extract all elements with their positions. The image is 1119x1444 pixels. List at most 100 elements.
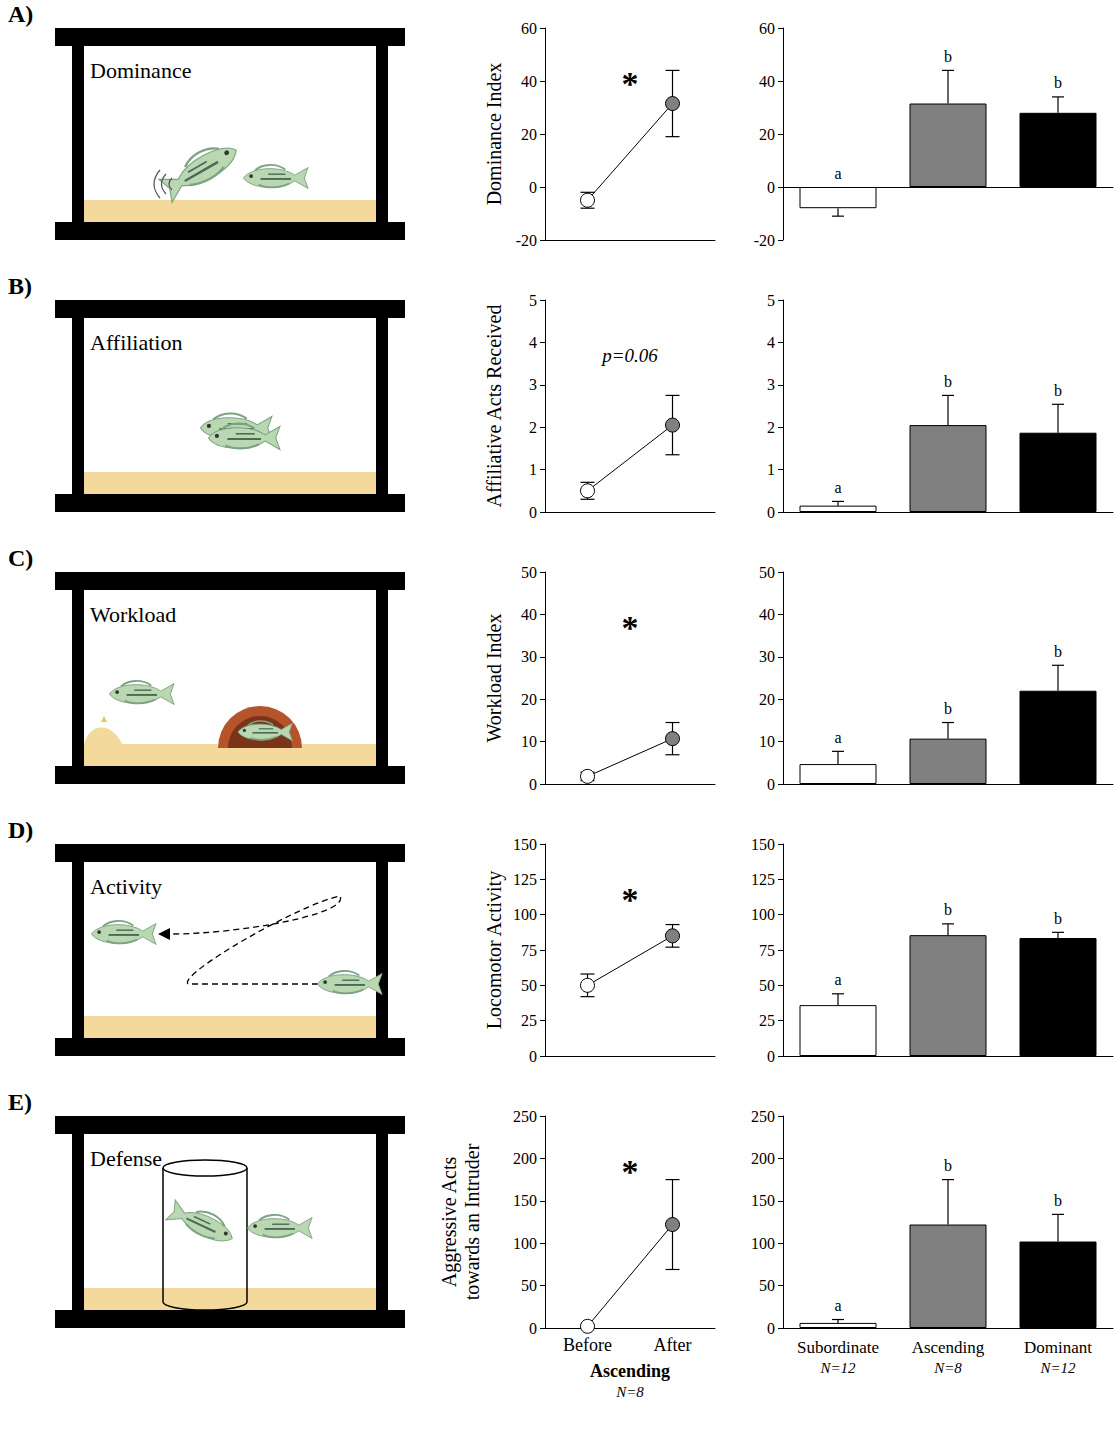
svg-text:40: 40 <box>521 73 537 90</box>
svg-text:b: b <box>1054 74 1062 91</box>
svg-text:100: 100 <box>751 906 775 923</box>
svg-text:Before: Before <box>563 1335 612 1355</box>
svg-text:50: 50 <box>521 1277 537 1294</box>
svg-text:Dominant: Dominant <box>1024 1338 1092 1357</box>
svg-text:20: 20 <box>521 691 537 708</box>
svg-text:*: * <box>622 1153 639 1190</box>
svg-text:125: 125 <box>513 871 537 888</box>
svg-text:-20: -20 <box>516 232 537 249</box>
svg-text:20: 20 <box>759 126 775 143</box>
svg-text:2: 2 <box>529 419 537 436</box>
svg-text:towards an Intruder: towards an Intruder <box>461 1143 483 1300</box>
svg-text:b: b <box>944 48 952 65</box>
svg-text:b: b <box>1054 643 1062 660</box>
svg-text:0: 0 <box>767 179 775 196</box>
svg-text:4: 4 <box>529 334 537 351</box>
svg-text:10: 10 <box>521 733 537 750</box>
svg-text:b: b <box>1054 1192 1062 1209</box>
svg-text:2: 2 <box>767 419 775 436</box>
svg-text:0: 0 <box>767 776 775 793</box>
svg-text:-20: -20 <box>754 232 775 249</box>
svg-text:40: 40 <box>759 73 775 90</box>
svg-text:N=8: N=8 <box>933 1360 962 1376</box>
svg-text:a: a <box>834 729 841 746</box>
svg-text:3: 3 <box>529 376 537 393</box>
svg-text:5: 5 <box>767 292 775 309</box>
svg-text:Activity: Activity <box>90 874 162 899</box>
svg-text:A): A) <box>8 1 33 27</box>
svg-text:75: 75 <box>759 942 775 959</box>
svg-text:a: a <box>834 1297 841 1314</box>
svg-text:*: * <box>622 881 639 918</box>
svg-text:b: b <box>944 700 952 717</box>
svg-text:b: b <box>944 1157 952 1174</box>
svg-text:60: 60 <box>759 20 775 37</box>
svg-text:N=12: N=12 <box>1039 1360 1076 1376</box>
svg-text:60: 60 <box>521 20 537 37</box>
svg-text:Ascending: Ascending <box>590 1361 670 1381</box>
svg-text:30: 30 <box>521 648 537 665</box>
svg-text:10: 10 <box>759 733 775 750</box>
svg-text:Aggressive Acts: Aggressive Acts <box>438 1157 461 1288</box>
svg-text:b: b <box>1054 382 1062 399</box>
svg-text:Workload Index: Workload Index <box>483 614 505 743</box>
svg-text:D): D) <box>8 817 33 843</box>
svg-text:b: b <box>1054 910 1062 927</box>
svg-text:40: 40 <box>759 606 775 623</box>
svg-text:50: 50 <box>521 564 537 581</box>
svg-text:Dominance: Dominance <box>90 58 191 83</box>
svg-text:a: a <box>834 479 841 496</box>
svg-text:100: 100 <box>513 906 537 923</box>
svg-text:0: 0 <box>529 504 537 521</box>
svg-text:30: 30 <box>759 648 775 665</box>
svg-text:a: a <box>834 971 841 988</box>
svg-text:50: 50 <box>759 977 775 994</box>
svg-text:Subordinate: Subordinate <box>797 1338 879 1357</box>
svg-text:B): B) <box>8 273 32 299</box>
svg-text:25: 25 <box>521 1012 537 1029</box>
svg-text:1: 1 <box>529 461 537 478</box>
svg-text:N=12: N=12 <box>819 1360 856 1376</box>
svg-text:3: 3 <box>767 376 775 393</box>
svg-text:250: 250 <box>513 1108 537 1125</box>
svg-text:1: 1 <box>767 461 775 478</box>
svg-text:150: 150 <box>513 836 537 853</box>
svg-text:50: 50 <box>759 1277 775 1294</box>
svg-text:Affiliative Acts Received: Affiliative Acts Received <box>483 305 505 508</box>
svg-text:20: 20 <box>521 126 537 143</box>
svg-text:*: * <box>622 609 639 646</box>
svg-text:0: 0 <box>529 776 537 793</box>
svg-text:50: 50 <box>759 564 775 581</box>
svg-text:0: 0 <box>529 1320 537 1337</box>
svg-text:*: * <box>622 65 639 102</box>
svg-text:Workload: Workload <box>90 602 176 627</box>
svg-text:200: 200 <box>513 1150 537 1167</box>
svg-text:Locomotor Activity: Locomotor Activity <box>483 871 506 1029</box>
svg-text:4: 4 <box>767 334 775 351</box>
svg-text:5: 5 <box>529 292 537 309</box>
svg-text:25: 25 <box>759 1012 775 1029</box>
svg-text:200: 200 <box>751 1150 775 1167</box>
svg-text:b: b <box>944 373 952 390</box>
svg-text:Affiliation: Affiliation <box>90 330 182 355</box>
svg-text:b: b <box>944 901 952 918</box>
svg-text:0: 0 <box>529 179 537 196</box>
svg-text:0: 0 <box>767 1320 775 1337</box>
svg-text:Ascending: Ascending <box>912 1338 985 1357</box>
svg-text:100: 100 <box>513 1235 537 1252</box>
svg-text:Defense: Defense <box>90 1146 162 1171</box>
svg-text:75: 75 <box>521 942 537 959</box>
svg-text:0: 0 <box>767 1048 775 1065</box>
svg-text:40: 40 <box>521 606 537 623</box>
svg-text:250: 250 <box>751 1108 775 1125</box>
svg-text:150: 150 <box>751 1192 775 1209</box>
svg-text:After: After <box>654 1335 692 1355</box>
svg-text:125: 125 <box>751 871 775 888</box>
svg-text:20: 20 <box>759 691 775 708</box>
svg-text:100: 100 <box>751 1235 775 1252</box>
svg-text:0: 0 <box>529 1048 537 1065</box>
svg-text:C): C) <box>8 545 33 571</box>
svg-text:a: a <box>834 165 841 182</box>
svg-text:Dominance Index: Dominance Index <box>483 63 505 206</box>
svg-text:E): E) <box>8 1089 32 1115</box>
